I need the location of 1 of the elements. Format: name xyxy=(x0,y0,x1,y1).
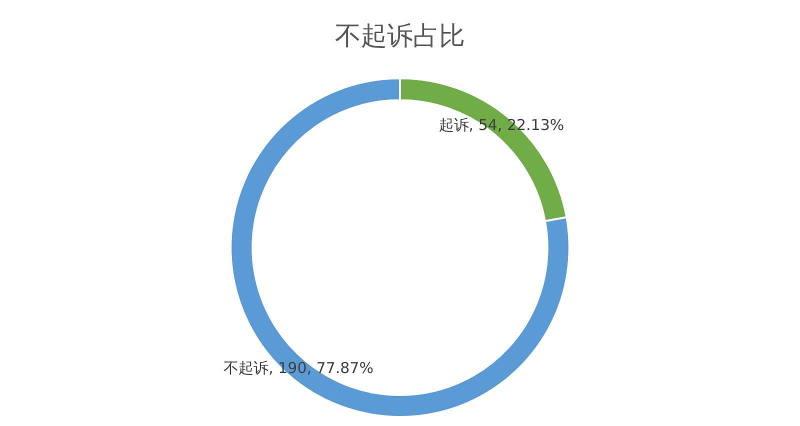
chart-title: 不起诉占比 xyxy=(335,21,465,52)
